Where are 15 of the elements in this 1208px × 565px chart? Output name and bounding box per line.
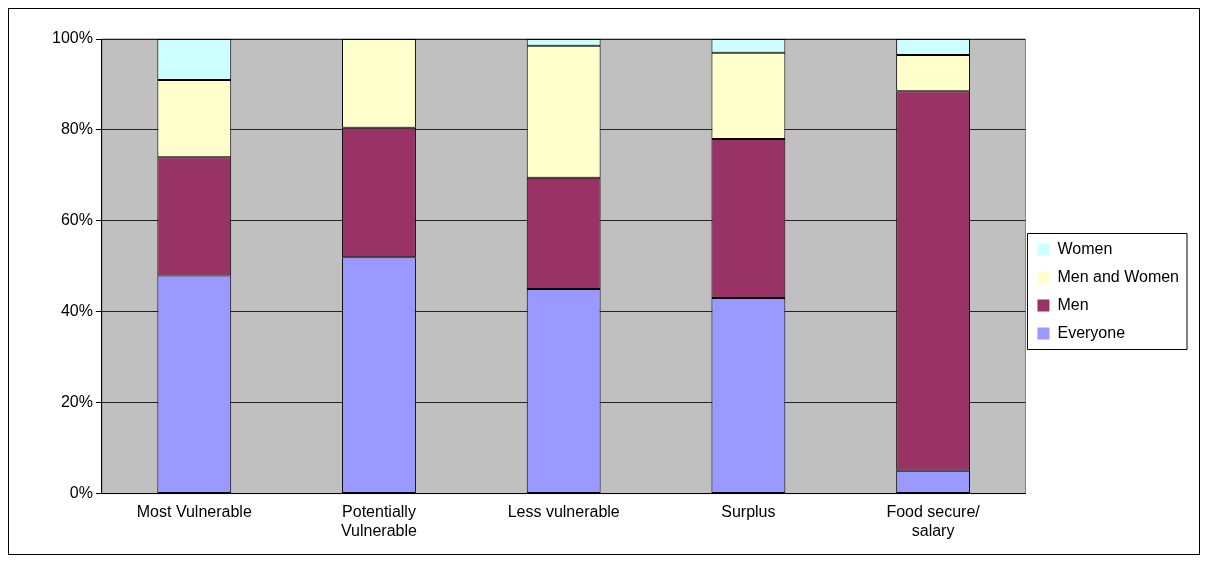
x-tick-label: Surplus: [721, 502, 776, 520]
y-tick-label: 80%: [60, 120, 93, 138]
legend-label: Women: [1057, 239, 1113, 257]
y-tick-label: 0%: [69, 484, 93, 502]
x-tick-label: Most Vulnerable: [136, 502, 252, 520]
x-tick-label: Potentially Vulnerable: [341, 502, 418, 539]
y-tick-label: 20%: [60, 393, 93, 411]
y-tick-label: 40%: [60, 302, 93, 320]
x-tick-label: Food secure/ salary: [886, 502, 981, 539]
legend-label: Everyone: [1057, 323, 1126, 341]
legend-label: Men and Women: [1057, 267, 1179, 285]
legend-label: Men: [1057, 295, 1089, 313]
y-tick-label: 100%: [52, 29, 93, 47]
x-tick-label: Less vulnerable: [507, 502, 620, 520]
y-tick-label: 60%: [60, 211, 93, 229]
